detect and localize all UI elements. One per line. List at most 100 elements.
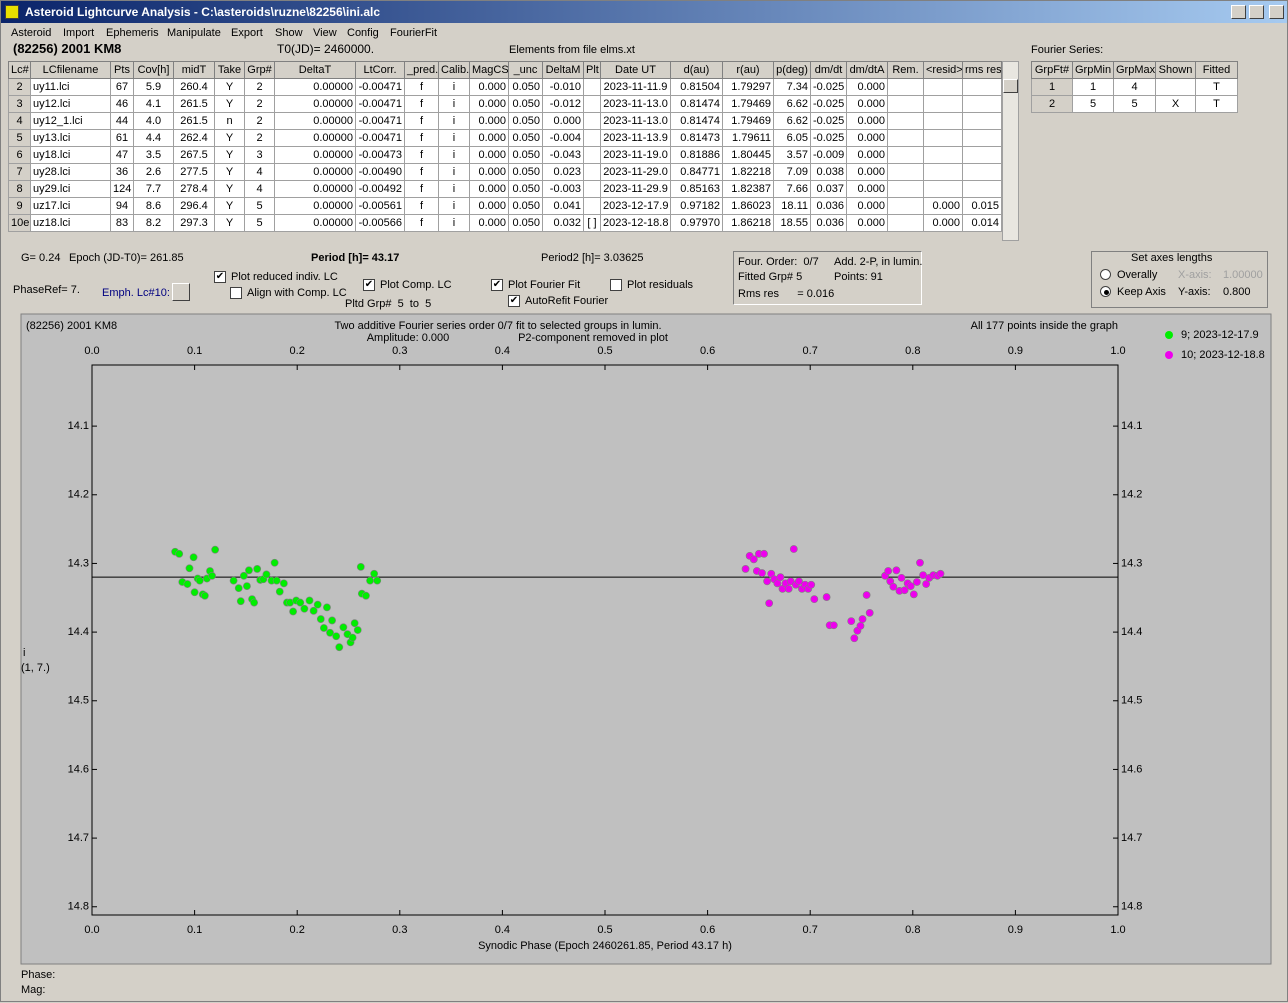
data-point xyxy=(829,621,838,630)
cell: 0.00000 xyxy=(274,146,356,164)
cell: 0.038 xyxy=(810,163,847,181)
cell: -0.00561 xyxy=(355,197,405,215)
cell: Y xyxy=(214,129,245,147)
menu-item[interactable]: View xyxy=(313,27,337,39)
cell: 0.050 xyxy=(508,95,543,113)
table-row[interactable]: 3 uy12.lci 46 4.1 261.5 Y 2 0.00000 -0.00471 f i 0.… xyxy=(8,95,1002,113)
cell xyxy=(887,129,924,147)
data-point xyxy=(245,566,253,575)
column-header: LCfilename xyxy=(30,61,111,79)
data-point xyxy=(749,555,758,564)
g-value: G= 0.24 xyxy=(21,252,61,264)
cell: [ ] xyxy=(583,214,601,232)
cell: 18.11 xyxy=(773,197,811,215)
checkbox[interactable]: ✔ xyxy=(491,279,503,291)
table-row[interactable]: 9 uz17.lci 94 8.6 296.4 Y 5 0.00000 -0.00561 f i 0.… xyxy=(8,197,1002,215)
checkbox[interactable]: ✔ xyxy=(508,295,520,307)
table-row[interactable]: 2 uy11.lci 67 5.9 260.4 Y 2 0.00000 -0.00471 f i 0.… xyxy=(8,78,1002,96)
cell: 1.79469 xyxy=(722,95,774,113)
cell: 47 xyxy=(110,146,134,164)
cell: 0.000 xyxy=(469,112,509,130)
menu-item[interactable]: Asteroid xyxy=(11,27,52,39)
cell: n xyxy=(214,112,245,130)
cell: i xyxy=(438,95,470,113)
cell: uy12_1.lci xyxy=(30,112,111,130)
x-tick-label: 0.9 xyxy=(1008,924,1023,936)
y-tick-label: 14.4 xyxy=(1121,626,1142,638)
cell: Y xyxy=(214,214,245,232)
cell: 4.1 xyxy=(133,95,174,113)
cell: 0.000 xyxy=(469,180,509,198)
cell: f xyxy=(404,112,439,130)
cell xyxy=(583,78,601,96)
cell: 0.050 xyxy=(508,112,543,130)
cell: 3.5 xyxy=(133,146,174,164)
cell: 267.5 xyxy=(173,146,215,164)
cell: uy18.lci xyxy=(30,146,111,164)
cell xyxy=(962,163,1002,181)
radio[interactable] xyxy=(1100,269,1111,280)
checkbox[interactable] xyxy=(610,279,622,291)
cell: 2023-11-29.0 xyxy=(600,163,671,181)
cell: -0.004 xyxy=(542,129,584,147)
cell: 3 xyxy=(8,95,31,113)
menu-item[interactable]: Ephemeris xyxy=(106,27,159,39)
menu-item[interactable]: Show xyxy=(275,27,303,39)
data-point xyxy=(765,599,774,608)
table-row[interactable]: 5 uy13.lci 61 4.4 262.4 Y 2 0.00000 -0.00471 f i 0.… xyxy=(8,129,1002,147)
data-point xyxy=(913,578,921,586)
cell: 0.84771 xyxy=(670,163,723,181)
legend-marker xyxy=(1165,331,1173,339)
cell: 6.62 xyxy=(773,112,811,130)
cell: 0.97182 xyxy=(670,197,723,215)
cell: 2023-11-19.0 xyxy=(600,146,671,164)
cell: f xyxy=(404,78,439,96)
menu-item[interactable]: Config xyxy=(347,27,379,39)
cell: 0.000 xyxy=(846,180,888,198)
y-tick-label: 14.2 xyxy=(68,489,89,501)
data-point xyxy=(758,569,766,577)
cell: 7 xyxy=(8,163,31,181)
cell: 0.015 xyxy=(962,197,1002,215)
menu-item[interactable]: Import xyxy=(63,27,95,39)
y-tick-label: 14.5 xyxy=(68,695,89,707)
menu-item[interactable]: Export xyxy=(231,27,263,39)
table-row[interactable]: 8 uy29.lci 124 7.7 278.4 Y 4 0.00000 -0.00492 f i 0… xyxy=(8,180,1002,198)
menu-item[interactable]: Manipulate xyxy=(167,27,221,39)
window-button xyxy=(1249,5,1264,19)
cell: T xyxy=(1195,95,1238,113)
checkbox[interactable]: ✔ xyxy=(214,271,226,283)
x-tick-label: 1.0 xyxy=(1110,345,1125,357)
cell: 5 xyxy=(244,197,275,215)
x-tick-label: 0.1 xyxy=(187,345,202,357)
cell: 0.000 xyxy=(469,197,509,215)
checkbox[interactable] xyxy=(230,287,242,299)
radio[interactable] xyxy=(1100,286,1111,297)
cell: -0.00471 xyxy=(355,78,405,96)
cell: uy12.lci xyxy=(30,95,111,113)
cell: 1.82387 xyxy=(722,180,774,198)
data-point xyxy=(850,634,859,643)
cell: 7.66 xyxy=(773,180,811,198)
cell: -0.00473 xyxy=(355,146,405,164)
table-row[interactable]: 7 uy28.lci 36 2.6 277.5 Y 4 0.00000 -0.00490 f i 0.… xyxy=(8,163,1002,181)
table-row[interactable]: 4 uy12_1.lci 44 4.0 261.5 n 2 0.00000 -0.00471 f i… xyxy=(8,112,1002,130)
data-point xyxy=(862,591,871,599)
checkbox[interactable]: ✔ xyxy=(363,279,375,291)
table-row[interactable]: 6 uy18.lci 47 3.5 267.5 Y 3 0.00000 -0.00473 f i 0.… xyxy=(8,146,1002,164)
cell: 4.0 xyxy=(133,112,174,130)
pltd-grp: Pltd Grp# 5 to 5 xyxy=(345,298,432,310)
window-title: Asteroid Lightcurve Analysis - C:\astero… xyxy=(25,5,381,19)
cell: 5 xyxy=(1113,95,1156,113)
cell: -0.00490 xyxy=(355,163,405,181)
data-point xyxy=(250,598,259,607)
cell: 61 xyxy=(110,129,134,147)
cell: 0.000 xyxy=(846,129,888,147)
column-header: rms res xyxy=(962,61,1002,79)
cell: -0.025 xyxy=(810,95,847,113)
table-row[interactable]: 10e uz18.lci 83 8.2 297.3 Y 5 0.00000 -0.00566 f i… xyxy=(8,214,1002,232)
cell: -0.003 xyxy=(542,180,584,198)
menu-item[interactable]: FourierFit xyxy=(390,27,438,39)
